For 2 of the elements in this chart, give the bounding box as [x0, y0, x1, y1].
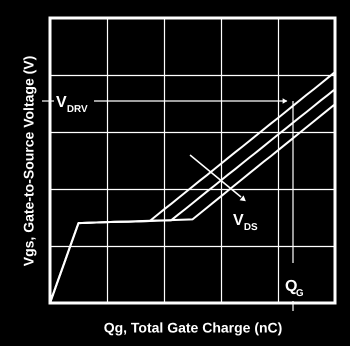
- y-axis-title: Vgs, Gate-to-Source Voltage (V): [20, 56, 36, 266]
- x-axis-title: Qg, Total Gate Charge (nC): [104, 320, 282, 336]
